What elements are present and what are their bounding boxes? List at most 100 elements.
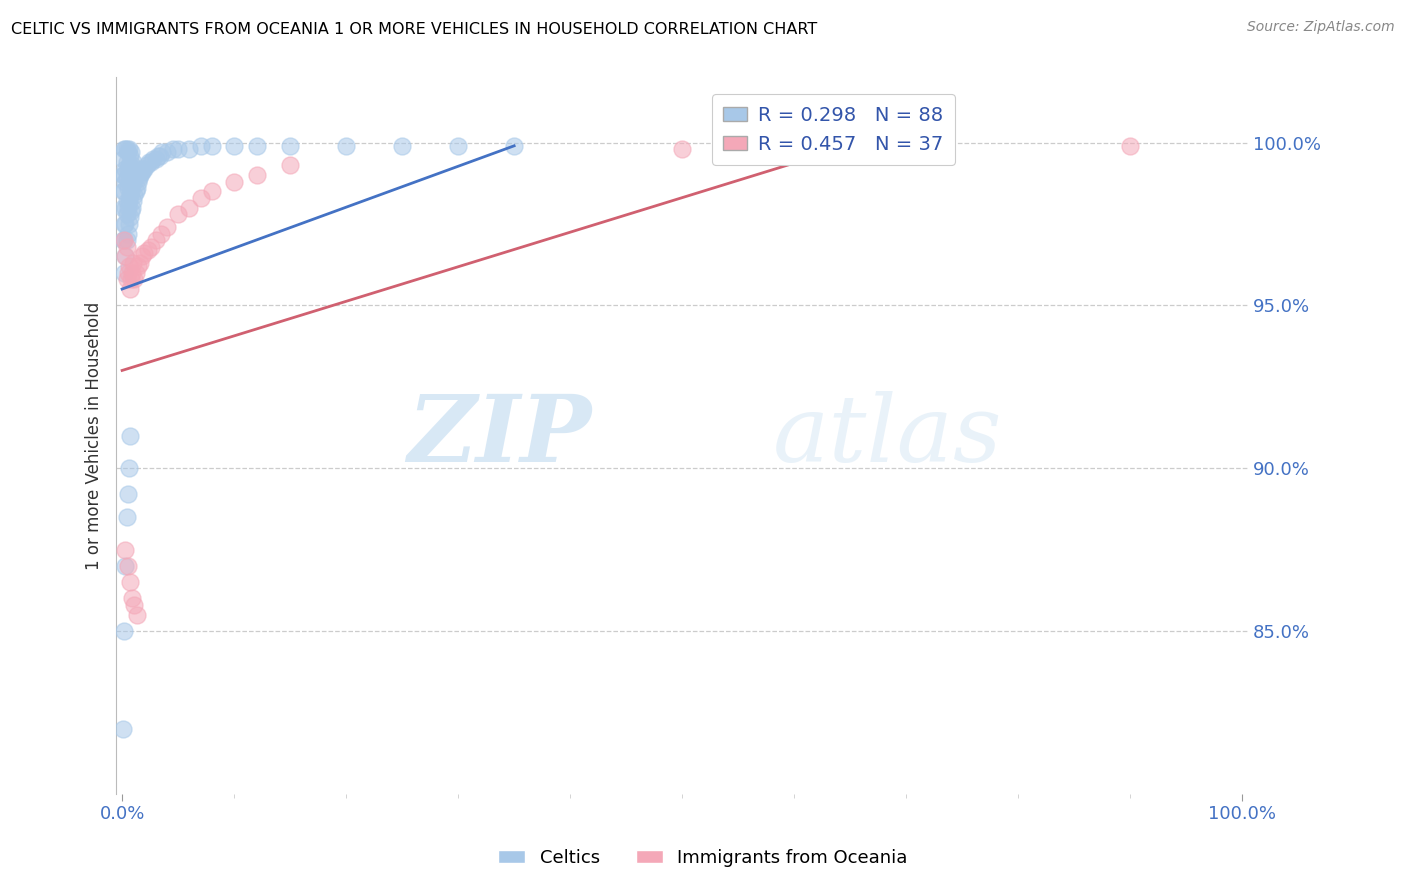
Point (129, 256, 152, 270)
Point (135, 158, 157, 172)
Point (117, 181, 139, 195)
Point (447, 138, 470, 153)
Point (224, 175, 246, 189)
Point (149, 148, 172, 162)
Point (118, 575, 141, 590)
Point (114, 250, 136, 264)
Point (121, 178, 143, 192)
Point (162, 142, 184, 156)
Point (124, 598, 146, 612)
Point (120, 272, 142, 286)
Point (121, 266, 143, 280)
Point (117, 558, 139, 573)
Point (114, 201, 136, 215)
Point (122, 194, 145, 209)
Point (114, 161, 136, 176)
Point (783, 138, 806, 153)
Point (115, 240, 138, 254)
Point (115, 233, 138, 247)
Point (156, 220, 179, 235)
Point (124, 185, 146, 199)
Point (114, 542, 136, 557)
Point (278, 138, 301, 153)
Point (125, 607, 148, 622)
Point (122, 155, 145, 169)
Point (120, 185, 142, 199)
Point (114, 175, 136, 189)
Point (124, 266, 146, 280)
Point (145, 233, 167, 247)
Point (278, 158, 301, 172)
Point (124, 168, 146, 182)
Point (150, 227, 173, 241)
Point (124, 165, 146, 179)
Point (112, 152, 135, 166)
Text: Source: ZipAtlas.com: Source: ZipAtlas.com (1247, 20, 1395, 34)
Point (127, 175, 149, 189)
Point (115, 142, 138, 156)
Point (245, 168, 267, 182)
Point (152, 145, 174, 160)
Point (112, 142, 135, 156)
Point (131, 165, 153, 179)
Point (125, 181, 148, 195)
Point (167, 142, 190, 156)
Point (117, 266, 139, 280)
Point (118, 142, 141, 156)
Point (112, 185, 135, 199)
Point (118, 187, 141, 202)
Point (114, 142, 136, 156)
Point (179, 142, 201, 156)
Point (115, 194, 138, 209)
Point (146, 148, 169, 162)
Point (118, 148, 141, 162)
Point (391, 138, 413, 153)
Point (190, 138, 212, 153)
Point (120, 165, 142, 179)
Point (112, 168, 135, 182)
Text: ZIP: ZIP (408, 391, 592, 481)
Point (129, 168, 152, 182)
Point (118, 217, 141, 231)
Point (118, 260, 141, 274)
Point (112, 233, 135, 247)
Point (112, 217, 135, 231)
Point (671, 142, 693, 156)
Point (121, 591, 143, 606)
Point (128, 171, 150, 186)
Point (112, 201, 135, 215)
Point (118, 175, 141, 189)
Point (114, 558, 136, 573)
Point (124, 272, 146, 286)
Point (118, 211, 141, 225)
Point (134, 246, 156, 260)
Point (117, 227, 139, 241)
Point (121, 201, 143, 215)
Point (112, 722, 135, 736)
Point (115, 155, 138, 169)
Point (120, 203, 142, 218)
Point (142, 152, 165, 166)
Point (112, 168, 135, 182)
Point (201, 185, 224, 199)
Point (245, 138, 267, 153)
Point (124, 187, 146, 202)
Point (335, 138, 357, 153)
Point (122, 256, 145, 270)
Point (112, 185, 135, 199)
Point (114, 217, 136, 231)
Point (117, 145, 139, 160)
Point (122, 175, 145, 189)
Point (179, 201, 201, 215)
Point (1119, 138, 1142, 153)
Point (120, 145, 142, 160)
Point (136, 243, 159, 257)
Point (112, 624, 135, 638)
Y-axis label: 1 or more Vehicles in Household: 1 or more Vehicles in Household (86, 301, 103, 570)
Point (112, 233, 135, 247)
Point (131, 250, 153, 264)
Point (118, 158, 141, 172)
Text: CELTIC VS IMMIGRANTS FROM OCEANIA 1 OR MORE VEHICLES IN HOUSEHOLD CORRELATION CH: CELTIC VS IMMIGRANTS FROM OCEANIA 1 OR M… (11, 22, 817, 37)
Point (503, 138, 526, 153)
Point (115, 272, 138, 286)
